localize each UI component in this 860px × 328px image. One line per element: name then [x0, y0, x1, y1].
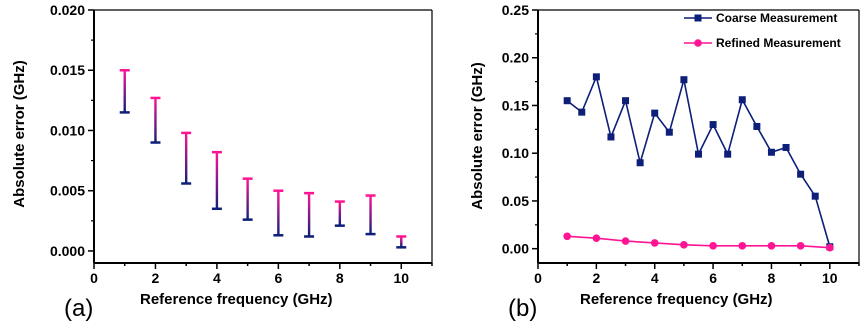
panel-a-x-tick-label: 10 [393, 270, 409, 286]
panel-b-y-tick-label: 0.10 [502, 145, 529, 161]
data-point-coarse [811, 192, 819, 200]
panel-a-x-tick-label: 8 [336, 270, 344, 286]
error-bar [246, 178, 249, 220]
panel-b-marks [563, 73, 834, 252]
panel-b-y-tick-label: 0.05 [502, 193, 529, 209]
panel-b-xlabel: Reference frequency (GHz) [580, 291, 773, 308]
legend-label-coarse: Coarse Measurement [716, 11, 837, 25]
data-point-refined [650, 239, 659, 247]
panel-a-y-tick-label: 0.010 [50, 122, 85, 138]
data-point-coarse [578, 108, 586, 116]
data-point-refined [592, 234, 601, 242]
data-point-coarse [724, 150, 732, 158]
panel-b-label: (b) [508, 295, 537, 322]
panel-a-y-tick-label: 0.000 [50, 243, 85, 259]
panel-b-x-tick-label: 10 [822, 270, 838, 286]
data-point-coarse [709, 121, 717, 129]
panel-b-x-tick-label: 0 [534, 270, 542, 286]
panel-a-x-tick-label: 2 [152, 270, 160, 286]
panel-b-x-tick-label: 2 [592, 270, 600, 286]
data-point-coarse [592, 73, 600, 81]
legend-marker-refined [694, 39, 702, 47]
error-bar [184, 132, 188, 184]
data-point-coarse [753, 122, 761, 130]
panel-a-xlabel: Reference frequency (GHz) [140, 291, 333, 308]
data-point-refined [709, 242, 717, 250]
panel-b-y-tick-label: 0.25 [502, 2, 529, 18]
panel-a-y-tick-label: 0.015 [50, 62, 85, 78]
error-bar [338, 201, 342, 226]
error-bar [369, 195, 372, 235]
panel-a-y-tick-label: 0.005 [50, 183, 85, 199]
panel-a-ylabel: Absolute error (GHz) [11, 60, 28, 208]
panel-a-y-tick-label: 0.020 [50, 2, 85, 18]
data-point-coarse [607, 133, 615, 141]
data-point-coarse [636, 159, 644, 167]
panel-b-y-tick-label: 0.20 [502, 50, 529, 66]
panel-a: 0 2 4 6 8 10 0.000 0.005 0.010 0.015 0.020 Referen… [11, 2, 433, 322]
data-point-coarse [782, 143, 790, 151]
panel-b-axes: 0 2 4 6 8 10 0.00 0.05 0.10 0.15 0.20 0.25 [502, 2, 860, 286]
data-point-refined [621, 237, 630, 245]
panel-b-x-tick-label: 4 [651, 270, 659, 286]
data-point-coarse [622, 97, 630, 105]
data-point-coarse [680, 76, 688, 84]
data-point-refined [738, 242, 747, 250]
panel-b-x-tick-label: 6 [709, 270, 717, 286]
panel-b: 0 2 4 6 8 10 0.00 0.05 0.10 0.15 0.20 0.25 Referenc… [469, 2, 860, 322]
data-point-coarse [651, 109, 659, 117]
error-bar [215, 152, 219, 209]
data-point-refined [767, 242, 776, 250]
data-point-refined [826, 243, 834, 252]
data-point-refined [680, 241, 688, 249]
error-bar [154, 97, 157, 143]
error-bar [277, 190, 280, 236]
panel-a-label: (a) [64, 295, 93, 322]
data-point-coarse [738, 96, 746, 104]
panel-b-ylabel: Absolute error (GHz) [469, 62, 486, 210]
series-line-coarse [566, 74, 831, 247]
panel-b-x-tick-label: 8 [768, 270, 776, 286]
panel-a-x-tick-label: 4 [213, 270, 221, 286]
error-bar [307, 193, 311, 237]
panel-a-marks [119, 68, 407, 249]
legend: Coarse Measurement Refined Measurement [684, 11, 841, 50]
panel-b-y-tick-label: 0.15 [502, 97, 529, 113]
data-point-coarse [767, 148, 775, 156]
panel-a-x-tick-label: 0 [90, 270, 98, 286]
data-point-refined [563, 232, 571, 241]
panel-a-x-tick-label: 6 [274, 270, 282, 286]
data-point-coarse [797, 170, 805, 178]
data-point-coarse [563, 97, 571, 105]
panel-b-y-tick-label: 0.00 [502, 241, 529, 257]
data-point-coarse [665, 128, 673, 136]
data-point-coarse [695, 150, 702, 158]
error-bar [400, 236, 403, 248]
data-point-refined [796, 242, 805, 250]
legend-marker-coarse [694, 14, 702, 22]
series-line-refined [567, 235, 830, 249]
error-bar [123, 70, 126, 113]
legend-label-refined: Refined Measurement [716, 36, 841, 50]
panel-a-axes: 0 2 4 6 8 10 0.000 0.005 0.010 0.015 0.020 [50, 2, 433, 286]
